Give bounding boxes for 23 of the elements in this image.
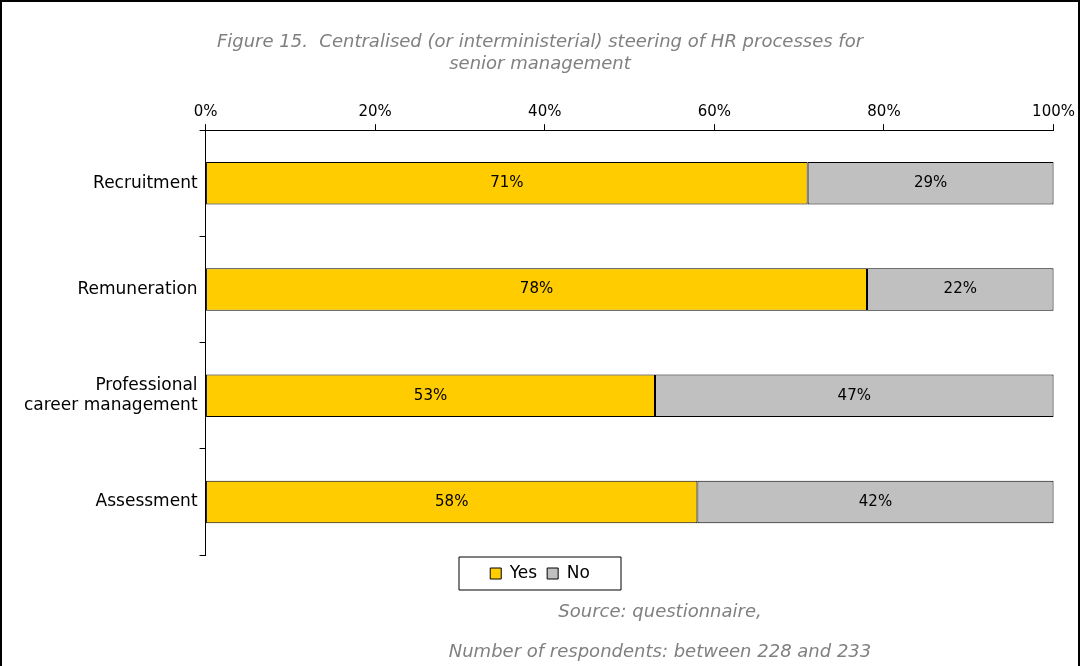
- y-tick-label: Professional career management: [23, 373, 198, 415]
- legend-label: Yes: [508, 561, 538, 582]
- data-label: 53%: [413, 385, 448, 404]
- chart-title: Figure 15. Centralised (or interministerial) steering of HR processes for senior management: [216, 30, 865, 74]
- x-tick-label: 60%: [697, 102, 732, 121]
- data-label: 58%: [435, 491, 469, 510]
- data-label: 22%: [943, 279, 977, 298]
- y-tick-label: Remuneration: [77, 277, 198, 298]
- data-label: 42%: [858, 491, 893, 510]
- data-label: 47%: [837, 385, 871, 404]
- x-tick-label: 20%: [358, 102, 392, 121]
- text: Number of respondents: between 228 and 233: [447, 640, 873, 661]
- data-label: 29%: [913, 173, 948, 192]
- source-note: Source: questionnaire,: [557, 600, 763, 621]
- y-tick-label: Assessment: [95, 490, 198, 511]
- data-label: 71%: [490, 173, 524, 192]
- x-tick-label: 0%: [193, 102, 218, 121]
- y-tick-label: Recruitment: [93, 171, 198, 192]
- x-tick-label: 100%: [1032, 102, 1075, 121]
- data-label: 78%: [519, 279, 554, 298]
- x-tick-label: 80%: [867, 102, 901, 121]
- x-tick-label: 40%: [528, 102, 562, 121]
- legend-label: No: [566, 561, 590, 582]
